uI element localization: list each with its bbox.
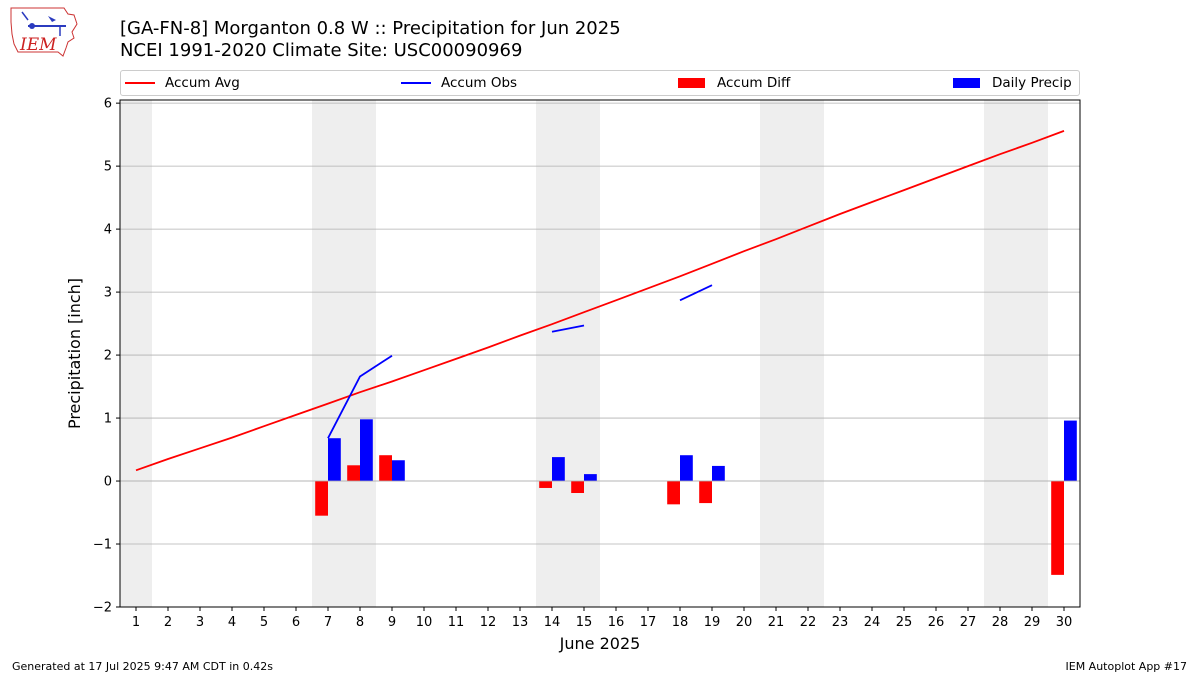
daily-precip-bar-day-7 (328, 438, 341, 482)
iem-logo: IEM (8, 6, 80, 62)
legend-label-accum-diff: Accum Diff (717, 75, 791, 91)
accum-diff-bar-day-7 (315, 481, 328, 516)
legend-label-accum-obs: Accum Obs (441, 75, 518, 91)
accum-diff-bar-day-9 (379, 455, 392, 482)
weekend-shade-day-21 (760, 100, 792, 607)
x-tick-label: 9 (388, 615, 396, 630)
x-tick-label: 2 (164, 615, 172, 630)
x-tick-label: 23 (832, 615, 849, 630)
daily-precip-bar-day-19 (712, 465, 725, 482)
legend-swatch-accum-avg (125, 82, 155, 84)
x-tick-label: 10 (416, 615, 433, 630)
x-tick-label: 11 (448, 615, 465, 630)
x-tick-label: 1 (132, 615, 140, 630)
x-tick-label: 8 (356, 615, 364, 630)
x-tick-label: 25 (896, 615, 913, 630)
weekend-shade-day-22 (792, 100, 824, 607)
y-tick-label: −1 (93, 538, 112, 553)
legend-item-daily-precip: Daily Precip (953, 74, 1072, 92)
x-tick-label: 19 (704, 615, 721, 630)
accum-diff-bar-day-30 (1051, 481, 1064, 575)
generated-note: Generated at 17 Jul 2025 9:47 AM CDT in … (12, 660, 273, 673)
accum-avg-line (135, 130, 1065, 472)
legend-label-daily-precip: Daily Precip (992, 75, 1072, 91)
daily-precip-bar-day-15 (584, 474, 597, 482)
x-tick-label: 27 (960, 615, 977, 630)
y-tick-label: 0 (104, 475, 112, 490)
y-tick-label: 3 (104, 286, 112, 301)
accum-obs-line-segment-0 (327, 354, 393, 439)
plot-frame (119, 99, 1081, 608)
x-tick-label: 6 (292, 615, 300, 630)
legend-item-accum-avg: Accum Avg (125, 74, 240, 92)
weekend-shade-day-29 (1016, 100, 1048, 607)
accum-obs-line-segment-2 (679, 284, 713, 302)
y-tick-label: 2 (104, 349, 112, 364)
legend-label-accum-avg: Accum Avg (165, 75, 240, 91)
legend-swatch-daily-precip (953, 78, 980, 88)
accum-diff-bar-day-19 (699, 481, 712, 504)
weekend-shade-day-28 (984, 100, 1016, 607)
legend-item-accum-obs: Accum Obs (401, 74, 517, 92)
daily-precip-bar-day-18 (680, 455, 693, 482)
accum-diff-bar-day-14 (539, 481, 552, 488)
logo-text: IEM (19, 35, 57, 55)
x-tick-label: 7 (324, 615, 332, 630)
chart-title: [GA-FN-8] Morganton 0.8 W :: Precipitati… (120, 18, 621, 39)
legend-swatch-accum-obs (401, 82, 431, 84)
accum-diff-bar-day-18 (667, 481, 680, 505)
daily-precip-bar-day-30 (1064, 420, 1077, 482)
x-tick-label: 21 (768, 615, 785, 630)
weekend-shade-day-1 (120, 100, 152, 607)
x-tick-label: 3 (196, 615, 204, 630)
x-tick-label: 12 (480, 615, 497, 630)
x-tick-label: 16 (608, 615, 625, 630)
accum-diff-bar-day-15 (571, 481, 584, 494)
y-tick-label: 6 (104, 97, 112, 112)
accum-obs-line-segment-1 (551, 324, 585, 333)
daily-precip-bar-day-14 (552, 457, 565, 482)
y-tick-label: 5 (104, 160, 112, 175)
daily-precip-bar-day-9 (392, 460, 405, 482)
x-tick-label: 24 (864, 615, 881, 630)
x-tick-label: 5 (260, 615, 268, 630)
legend-item-accum-diff: Accum Diff (678, 74, 790, 92)
legend: Accum Avg Accum Obs Accum Diff Daily Pre… (120, 70, 1080, 96)
weekend-shade-day-7 (312, 100, 344, 607)
x-tick-label: 22 (800, 615, 817, 630)
x-tick-label: 18 (672, 615, 689, 630)
x-tick-label: 17 (640, 615, 657, 630)
y-tick-label: 1 (104, 412, 112, 427)
x-tick-label: 4 (228, 615, 236, 630)
app-credit: IEM Autoplot App #17 (1065, 660, 1188, 673)
x-tick-label: 20 (736, 615, 753, 630)
weekend-shade-day-14 (536, 100, 568, 607)
x-axis-label: June 2025 (559, 634, 641, 653)
y-tick-label: −2 (93, 601, 112, 616)
y-tick-label: 4 (104, 223, 112, 238)
x-tick-label: 26 (928, 615, 945, 630)
weekend-shade-day-8 (344, 100, 376, 607)
accum-diff-bar-day-8 (347, 465, 360, 482)
x-tick-label: 14 (544, 615, 561, 630)
x-tick-label: 15 (576, 615, 593, 630)
weekend-shade-day-15 (568, 100, 600, 607)
daily-precip-bar-day-8 (360, 419, 373, 482)
y-axis-label: Precipitation [inch] (65, 278, 84, 429)
x-tick-label: 28 (992, 615, 1009, 630)
chart-subtitle: NCEI 1991-2020 Climate Site: USC00090969 (120, 40, 523, 61)
legend-swatch-accum-diff (678, 78, 705, 88)
x-tick-label: 29 (1024, 615, 1041, 630)
x-tick-label: 30 (1056, 615, 1073, 630)
x-tick-label: 13 (512, 615, 529, 630)
